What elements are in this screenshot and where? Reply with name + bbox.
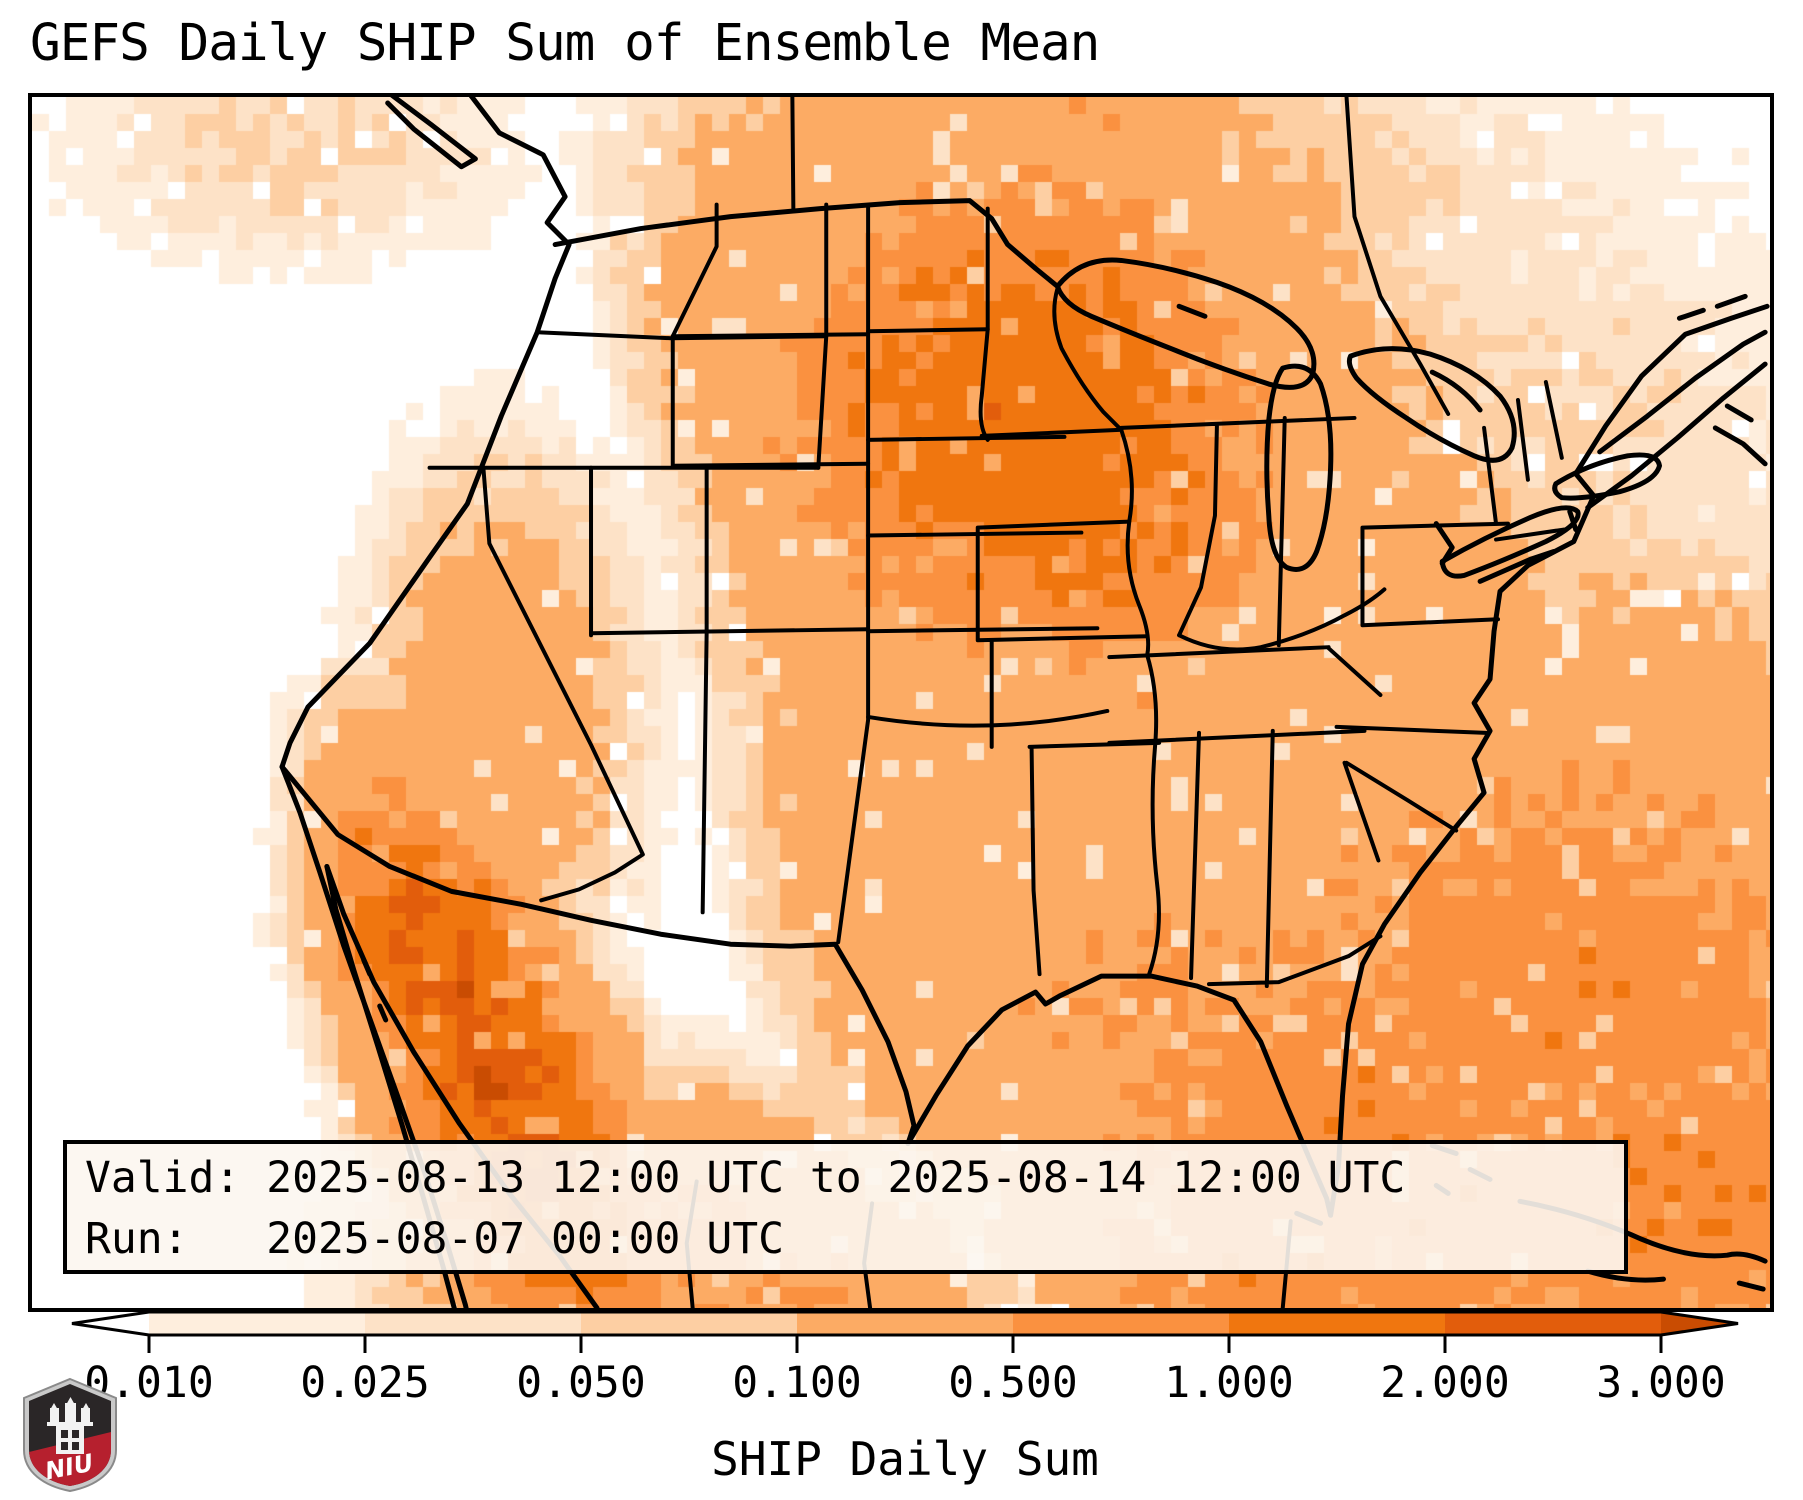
logo-castle-icon — [47, 1397, 93, 1454]
map-boundaries — [279, 97, 1770, 1308]
logo-band — [29, 1432, 111, 1486]
colorbar-segment — [797, 1312, 1014, 1335]
colorbar-tick-label: 0.050 — [516, 1358, 646, 1408]
lake-huron — [1346, 346, 1517, 463]
minnesota-west-south — [978, 206, 1122, 442]
colorbar-tick-label: 1.000 — [1164, 1358, 1294, 1408]
valid-line: Valid: 2025-08-13 12:00 UTC to 2025-08-1… — [85, 1153, 1406, 1203]
colorbar-tick-label: 2.000 — [1380, 1358, 1510, 1408]
map-frame — [28, 93, 1774, 1312]
georgian-bay — [1429, 369, 1483, 413]
gulf-of-california-islands — [361, 957, 389, 1023]
plains-west-column — [836, 204, 871, 945]
us-mexico-border — [279, 764, 917, 1147]
colorbar-label: SHIP Daily Sum — [711, 1432, 1099, 1486]
logo-castle-windows — [61, 1430, 79, 1450]
state-province-borders — [427, 97, 1566, 1308]
gulf-and-atlantic-coast — [905, 303, 1770, 1218]
anticosti-islands — [1676, 293, 1748, 321]
pacific-coast — [279, 97, 572, 770]
colorbar-segment — [1229, 1312, 1446, 1335]
four-corners-latitude — [589, 627, 871, 636]
chart-title: GEFS Daily SHIP Sum of Ensemble Mean — [30, 14, 1100, 73]
mississippi-river-border — [1119, 427, 1161, 977]
pa-borders — [1360, 521, 1510, 628]
lake-ontario — [1552, 452, 1662, 501]
colorbar — [71, 1310, 1739, 1353]
lake-superior — [1054, 257, 1317, 390]
colorbar-tick-label: 0.100 — [732, 1358, 862, 1408]
colorbar-segment — [581, 1312, 798, 1335]
colorbar-tick-label: 0.025 — [300, 1358, 430, 1408]
mn-wi-border — [1052, 286, 1124, 432]
niu-logo: NIU — [23, 1377, 117, 1493]
colorbar-tick-label: 3.000 — [1596, 1358, 1726, 1408]
coastlines — [279, 97, 1770, 1308]
valid-run-info-box: Valid: 2025-08-13 12:00 UTC to 2025-08-1… — [63, 1140, 1628, 1274]
colorbar-segment — [365, 1312, 582, 1335]
montana-wyoming-borders — [670, 332, 871, 468]
lake-michigan — [1264, 363, 1334, 572]
colorbar-tick-label: 0.500 — [948, 1358, 1078, 1408]
colorbar-over-arrow — [1661, 1312, 1738, 1335]
baja-peninsula — [279, 764, 469, 1308]
colorbar-segment — [149, 1312, 366, 1335]
isle-royale — [1176, 303, 1208, 319]
run-line: Run: 2025-08-07 00:00 UTC — [85, 1214, 784, 1264]
il-in-mi-borders — [1119, 415, 1357, 648]
st-lawrence-south — [1585, 361, 1768, 511]
long-island — [1477, 549, 1557, 584]
canadian-province-borders — [790, 97, 1451, 416]
nc-sc-ga-borders — [1342, 760, 1459, 863]
ca-nv-az-border — [481, 465, 645, 903]
st-lawrence-north — [1597, 329, 1768, 455]
colorbar-segment — [1013, 1312, 1230, 1335]
colorbar-under-arrow — [72, 1312, 149, 1335]
nv-ut-co-az-nm-verticals — [589, 465, 709, 915]
vancouver-island — [385, 97, 478, 170]
ky-tn-va-borders — [1107, 645, 1489, 745]
mo-ar-la-borders — [975, 519, 1162, 977]
new-england-borders — [1482, 380, 1566, 542]
lake-erie — [1439, 505, 1581, 579]
canada-border-west — [552, 198, 1060, 289]
heatmap-canvas — [32, 97, 1770, 1308]
nova-scotia — [1712, 403, 1768, 467]
plains-row-borders — [866, 327, 1110, 728]
ms-al-fl-borders — [1189, 728, 1383, 989]
colorbar-segment — [1445, 1312, 1662, 1335]
